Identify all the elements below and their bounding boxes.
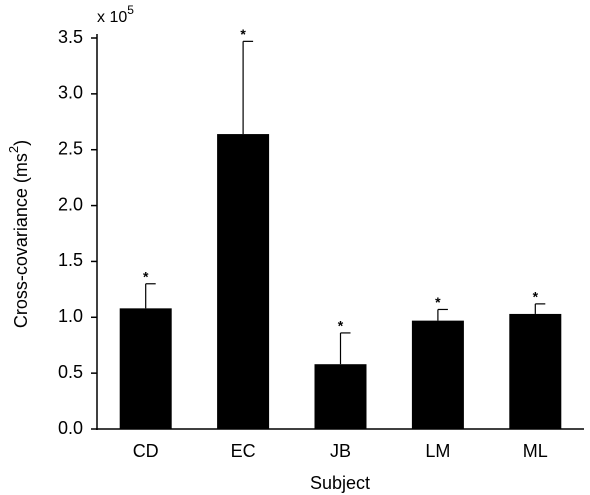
y-tick-label: 2.0 <box>58 194 83 214</box>
y-multiplier-base: x 10 <box>97 9 127 26</box>
annotation: * <box>533 289 539 305</box>
annotation: * <box>240 26 246 42</box>
y-label-main: Cross-covariance (ms <box>11 153 31 328</box>
annotation: * <box>435 294 441 310</box>
y-axis-label: Cross-covariance (ms2) <box>6 140 30 328</box>
y-multiplier: x 105 <box>97 3 134 26</box>
y-label-end: ) <box>11 140 31 146</box>
x-tick-label: EC <box>231 441 256 461</box>
y-tick-label: 0.5 <box>58 362 83 382</box>
x-tick-label: JB <box>330 441 351 461</box>
x-tick-label: CD <box>133 441 159 461</box>
y-tick-label: 1.0 <box>58 306 83 326</box>
annotation: * <box>143 268 149 284</box>
bar <box>509 313 562 429</box>
x-tick-label: ML <box>523 441 548 461</box>
x-axis-label: Subject <box>310 473 370 493</box>
y-tick-label: 0.0 <box>58 418 83 438</box>
bar <box>217 134 270 429</box>
bar <box>411 320 464 429</box>
y-tick-label: 3.0 <box>58 83 83 103</box>
y-label-sup: 2 <box>6 146 21 153</box>
annotation: * <box>338 318 344 334</box>
x-tick-label: LM <box>425 441 450 461</box>
y-tick-label: 3.5 <box>58 27 83 47</box>
bar <box>314 364 367 429</box>
bar <box>119 308 172 429</box>
y-tick-label: 2.5 <box>58 138 83 158</box>
y-tick-label: 1.5 <box>58 250 83 270</box>
y-multiplier-exponent: 5 <box>127 3 134 17</box>
